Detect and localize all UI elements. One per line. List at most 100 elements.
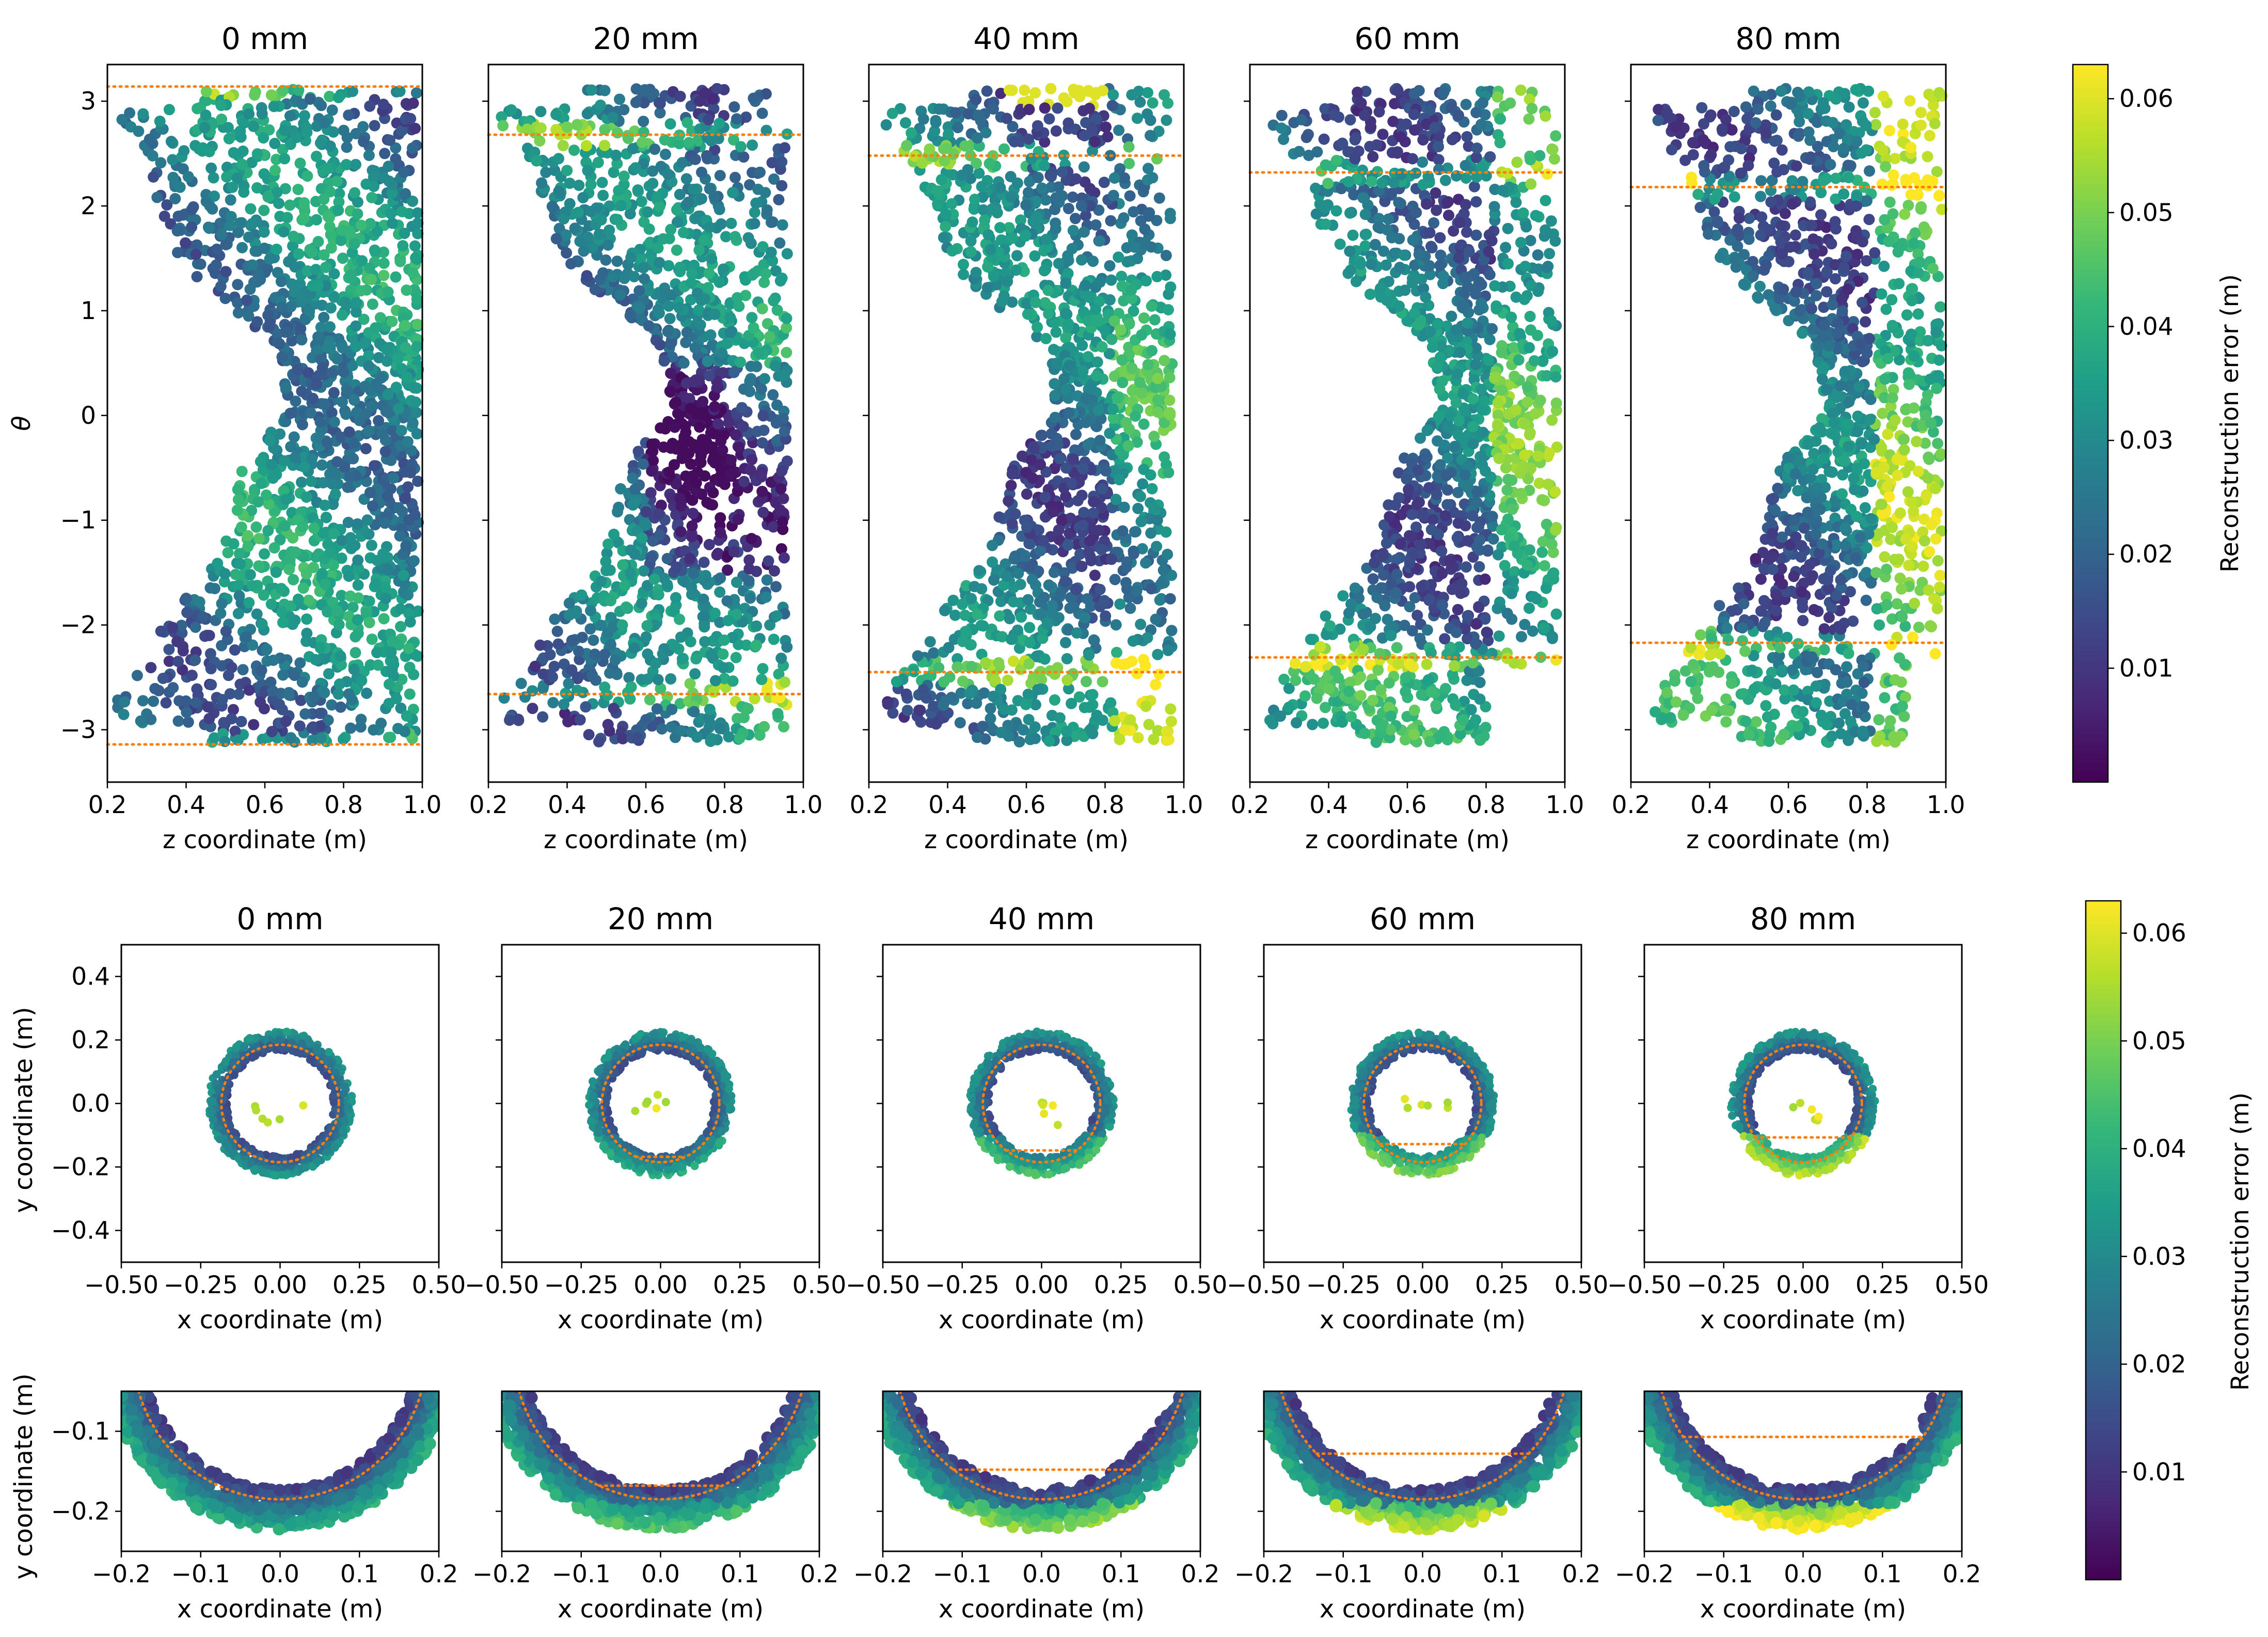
theta-z-point [685, 402, 696, 414]
theta-z-point [262, 525, 274, 536]
theta-z-point [192, 103, 203, 115]
theta-z-point [1007, 596, 1019, 608]
theta-z-point [285, 301, 297, 313]
theta-z-point [314, 642, 326, 654]
theta-z-point [328, 528, 340, 539]
theta-z-point [1151, 541, 1163, 552]
theta-z-point [612, 127, 623, 139]
theta-z-point [395, 621, 406, 632]
theta-z-scatter-0 [112, 84, 424, 748]
theta-z-point [336, 552, 347, 564]
theta-z-point [197, 611, 209, 623]
theta-z-point [664, 118, 676, 130]
theta-z-point [308, 522, 320, 534]
theta-z-point [724, 327, 736, 339]
theta-z-point [1164, 213, 1176, 225]
theta-z-point [568, 145, 580, 156]
theta-z-point [976, 181, 988, 193]
theta-z-point [765, 246, 777, 258]
theta-z-point [137, 108, 149, 120]
theta-z-point [1088, 634, 1100, 646]
theta-z-point [650, 658, 662, 670]
theta-z-point [962, 108, 974, 120]
theta-z-point [1043, 579, 1055, 591]
theta-z-point [292, 593, 304, 605]
theta-z-point [407, 267, 419, 279]
theta-z-point [350, 341, 362, 353]
theta-z-point [698, 234, 710, 246]
theta-z-point [674, 90, 686, 102]
theta-z-point [243, 310, 255, 322]
theta-z-point [1077, 519, 1089, 531]
theta-z-point [304, 244, 316, 256]
theta-z-point [779, 142, 790, 154]
theta-z-point [629, 548, 641, 560]
theta-z-point [693, 374, 705, 386]
theta-z-point [1145, 527, 1157, 539]
theta-z-point [395, 425, 407, 437]
theta-z-point [735, 356, 747, 368]
theta-z-point [350, 297, 362, 309]
theta-z-point [224, 688, 236, 700]
theta-z-point [336, 590, 347, 601]
theta-z-point [347, 453, 359, 465]
theta-z-point [312, 236, 324, 247]
theta-z-point [366, 400, 377, 412]
theta-z-point [284, 199, 296, 211]
theta-z-point [383, 175, 395, 187]
theta-z-point [278, 455, 290, 467]
theta-z-point [332, 204, 344, 216]
theta-z-0-xtick-label-0: 0.2 [88, 791, 127, 819]
theta-z-point [407, 97, 419, 109]
theta-z-point [172, 210, 184, 222]
theta-z-point [407, 417, 419, 429]
theta-z-point [1039, 653, 1051, 665]
theta-z-point [296, 334, 308, 346]
theta-z-point [662, 326, 674, 338]
theta-z-point [760, 591, 772, 603]
theta-z-point [363, 595, 375, 607]
theta-z-point [1164, 328, 1176, 340]
theta-z-point [277, 669, 289, 681]
theta-z-point [256, 478, 267, 489]
theta-z-point [124, 107, 136, 119]
theta-z-point [649, 144, 661, 155]
theta-z-point [290, 132, 302, 144]
theta-z-point [731, 113, 742, 125]
theta-z-point [715, 527, 726, 538]
theta-z-point [287, 240, 298, 252]
theta-z-point [353, 592, 364, 604]
theta-z-point [779, 369, 790, 381]
theta-z-point [1081, 593, 1093, 605]
theta-z-point [703, 114, 715, 125]
theta-z-point [181, 607, 193, 618]
theta-z-point [297, 582, 309, 594]
theta-z-point [917, 113, 929, 125]
theta-z-point [691, 731, 703, 743]
theta-z-point [390, 153, 402, 165]
theta-z-point [987, 539, 998, 551]
theta-z-point [614, 93, 625, 105]
theta-z-point [336, 432, 347, 443]
theta-z-point [880, 119, 892, 131]
theta-z-point [1040, 194, 1052, 206]
theta-z-point [950, 107, 962, 119]
theta-z-point [265, 676, 277, 688]
theta-z-point [205, 679, 217, 691]
theta-z-point [151, 192, 163, 203]
theta-z-point [345, 543, 357, 554]
theta-z-point [1109, 715, 1120, 727]
theta-z-point [350, 320, 362, 332]
theta-z-point [411, 319, 423, 330]
theta-z-point [322, 714, 334, 726]
theta-z-point [345, 722, 357, 734]
theta-z-point [781, 455, 793, 467]
theta-z-point [186, 221, 198, 233]
theta-z-point [325, 242, 337, 254]
theta-z-point [715, 512, 726, 524]
theta-z-point [1070, 428, 1082, 440]
theta-z-point [1004, 84, 1016, 96]
theta-z-point [1022, 688, 1034, 700]
theta-z-point [779, 425, 790, 437]
theta-z-point [1524, 602, 1535, 614]
